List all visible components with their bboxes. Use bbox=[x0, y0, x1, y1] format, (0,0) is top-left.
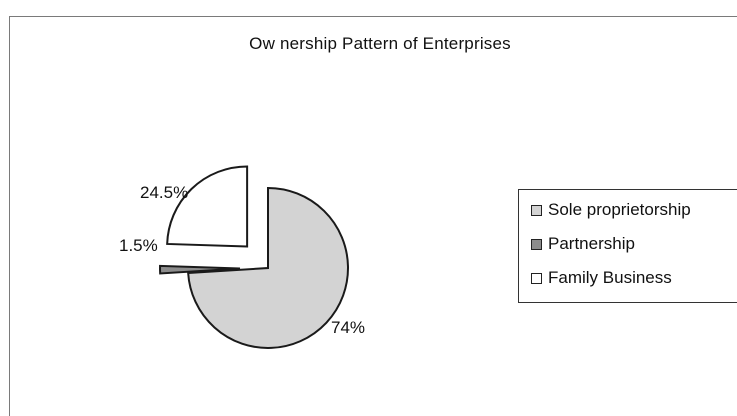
legend-label-sole-proprietorship: Sole proprietorship bbox=[548, 200, 691, 219]
chart-border bbox=[9, 16, 737, 416]
legend-swatch-partnership bbox=[531, 238, 542, 250]
legend-swatch-family-business bbox=[531, 272, 542, 284]
legend: Sole proprietorship Partnership Family B… bbox=[518, 189, 737, 303]
legend-label-partnership: Partnership bbox=[548, 234, 635, 253]
legend-item-sole-proprietorship: Sole proprietorship bbox=[531, 200, 691, 220]
chart-title: Ow nership Pattern of Enterprises bbox=[249, 34, 511, 53]
legend-item-family-business: Family Business bbox=[531, 268, 672, 288]
pie-slice-family-business bbox=[166, 165, 249, 248]
data-label-sole-proprietorship: 74% bbox=[331, 318, 365, 337]
data-label-family-business: 24.5% bbox=[140, 183, 188, 202]
data-label-partnership: 1.5% bbox=[119, 236, 158, 255]
pie-slice-sole-proprietorship bbox=[187, 186, 349, 349]
pie-slice-partnership bbox=[159, 264, 241, 275]
legend-item-partnership: Partnership bbox=[531, 234, 635, 254]
legend-swatch-sole-proprietorship bbox=[531, 204, 542, 216]
legend-label-family-business: Family Business bbox=[548, 268, 672, 287]
